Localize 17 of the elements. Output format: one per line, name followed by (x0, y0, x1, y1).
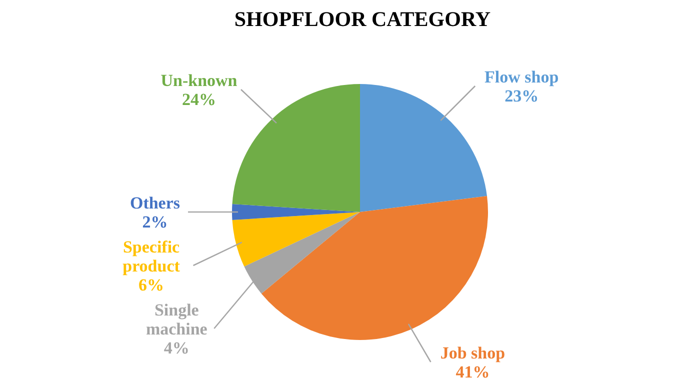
slice-label: Job shop (440, 343, 506, 362)
pie-slice (261, 196, 488, 340)
pie-slice (232, 212, 360, 266)
pie-slice (244, 212, 360, 294)
data-label: 2% (142, 212, 168, 232)
chart-title: SHOPFLOOR CATEGORY (234, 7, 491, 31)
slice-label: Un-known (160, 70, 238, 90)
data-label: 4% (164, 338, 190, 358)
data-label: 24% (182, 90, 216, 109)
slice-label: Others (130, 193, 180, 212)
slice-label: Flow shop (484, 67, 559, 86)
slice-label: Specific product (122, 237, 180, 276)
data-label: 6% (138, 275, 164, 294)
data-label: 41% (456, 362, 490, 382)
pie-slice (360, 84, 487, 212)
data-label: 23% (504, 86, 539, 106)
slice-label: Single machine (146, 300, 208, 338)
